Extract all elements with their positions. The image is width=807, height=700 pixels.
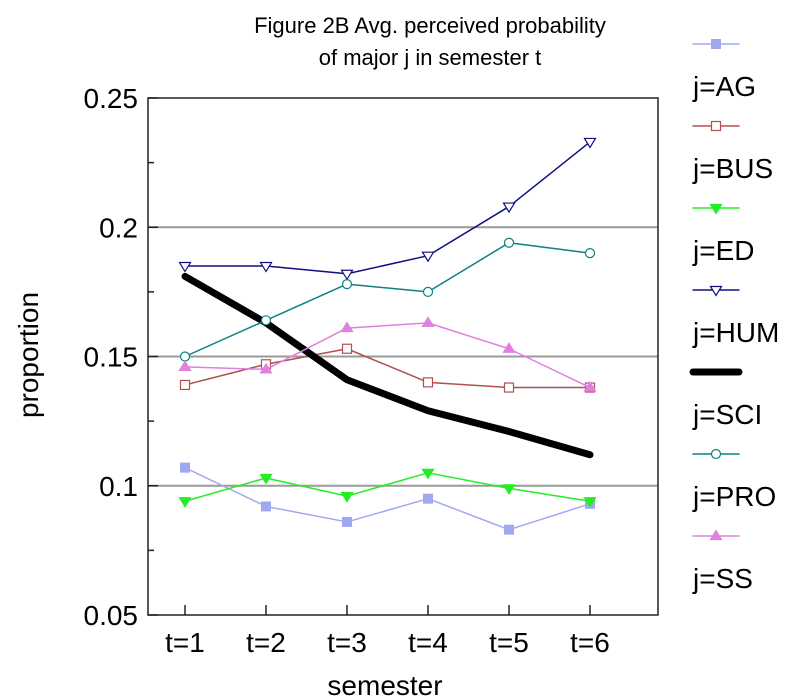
series-line-hum	[184, 141, 591, 275]
data-point-ss	[421, 316, 435, 327]
data-point-ag	[180, 462, 190, 473]
legend-item-pro: j=PRO	[692, 448, 776, 512]
data-point-pro	[341, 279, 353, 290]
data-point-ag	[342, 516, 352, 527]
legend-item-ss: j=SS	[692, 529, 753, 594]
legend-marker-ss	[709, 529, 723, 541]
legend-marker-hum	[709, 285, 723, 297]
series-line-ed	[184, 472, 591, 503]
data-point-ed	[421, 468, 435, 480]
legend-item-bus: j=BUS	[692, 120, 773, 184]
data-point-ed	[178, 497, 192, 508]
legend-item-hum: j=HUM	[692, 285, 779, 348]
data-point-ed	[583, 497, 597, 508]
data-point-bus	[341, 343, 353, 354]
data-point-bus	[422, 377, 434, 388]
y-tick-label: 0.1	[99, 471, 138, 502]
series-line-sci	[181, 272, 594, 459]
legend-label-ag: j=AG	[692, 71, 756, 102]
data-point-pro	[179, 351, 191, 362]
x-tick-label: t=4	[408, 627, 448, 658]
chart-title-line1: Figure 2B Avg. perceived probability	[254, 13, 606, 38]
x-tick-label: t=5	[489, 627, 529, 658]
data-point-hum	[502, 202, 516, 214]
data-point-ss	[502, 342, 516, 353]
legend-item-sci: j=SCI	[689, 368, 762, 430]
series-ed	[178, 468, 597, 508]
data-point-ss	[259, 362, 273, 374]
legend-label-pro: j=PRO	[692, 481, 776, 512]
legend-label-hum: j=HUM	[692, 317, 779, 348]
series-line-ss	[184, 322, 591, 389]
legend-item-ed: j=ED	[692, 203, 754, 266]
series-pro	[179, 237, 596, 362]
legend-marker-bus	[710, 120, 722, 132]
data-point-ss	[178, 360, 192, 371]
data-point-pro	[260, 315, 272, 326]
y-tick-label: 0.2	[99, 212, 138, 243]
data-point-hum	[340, 269, 354, 281]
data-point-pro	[503, 237, 515, 248]
data-point-hum	[421, 251, 435, 263]
series-ag	[180, 462, 595, 535]
data-point-bus	[179, 379, 191, 391]
data-point-hum	[178, 261, 192, 273]
x-tick-label: t=2	[246, 627, 286, 658]
data-point-ed	[259, 473, 273, 485]
data-point-ag	[504, 524, 514, 535]
series-line-bus	[184, 347, 591, 389]
data-point-hum	[259, 261, 273, 273]
y-tick-label: 0.05	[84, 600, 139, 631]
data-point-bus	[503, 382, 515, 393]
chart-title-line2: of major j in semester t	[319, 45, 542, 70]
data-point-pro	[422, 286, 434, 297]
x-axis-label: semester	[327, 670, 442, 700]
data-point-ag	[261, 501, 271, 512]
data-point-ag	[423, 493, 433, 504]
data-point-ed	[340, 491, 354, 503]
legend-label-bus: j=BUS	[692, 153, 773, 184]
legend-marker-ed	[709, 203, 723, 215]
series-sci	[181, 272, 594, 459]
y-axis-label: proportion	[13, 292, 44, 418]
data-point-hum	[583, 137, 597, 149]
series-line-ag	[184, 466, 591, 531]
x-tick-label: t=6	[570, 627, 610, 658]
legend-label-sci: j=SCI	[692, 399, 762, 430]
x-tick-label: t=1	[165, 627, 205, 658]
x-tick-label: t=3	[327, 627, 367, 658]
data-point-ss	[340, 321, 354, 333]
y-tick-label: 0.25	[84, 83, 139, 114]
y-tick-label: 0.15	[84, 342, 139, 373]
legend-label-ed: j=ED	[692, 235, 754, 266]
legend-item-ag: j=AG	[692, 39, 756, 102]
data-point-ss	[583, 380, 597, 392]
series-line-pro	[184, 242, 591, 358]
series-ss	[178, 316, 597, 392]
series-hum	[178, 137, 597, 281]
legend-label-ss: j=SS	[692, 563, 753, 594]
data-point-ed	[502, 484, 516, 495]
data-point-pro	[584, 248, 596, 259]
legend-marker-pro	[710, 448, 722, 460]
legend-marker-ag	[711, 39, 721, 49]
